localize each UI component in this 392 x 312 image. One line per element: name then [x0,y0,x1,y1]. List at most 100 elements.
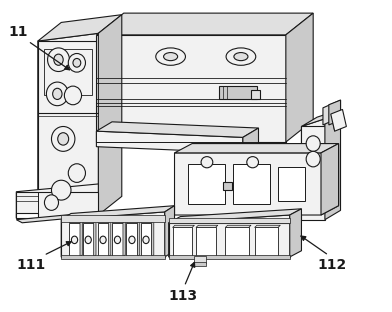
Polygon shape [69,221,82,223]
Ellipse shape [306,136,320,151]
Bar [16,192,98,218]
Polygon shape [127,221,140,223]
Ellipse shape [201,157,213,168]
Ellipse shape [163,52,178,61]
Polygon shape [243,128,258,153]
Ellipse shape [100,236,106,244]
Ellipse shape [306,151,320,167]
Polygon shape [169,215,290,257]
Ellipse shape [53,88,62,100]
Bar [233,164,270,204]
Ellipse shape [71,236,78,244]
Polygon shape [123,221,125,257]
Polygon shape [290,209,301,257]
Polygon shape [94,221,96,257]
Text: 11: 11 [9,25,28,39]
Ellipse shape [58,133,69,145]
Polygon shape [321,144,339,215]
Bar [169,223,290,257]
Polygon shape [141,221,154,223]
Polygon shape [96,13,313,35]
Polygon shape [172,225,194,227]
Bar [220,86,256,99]
Polygon shape [174,144,339,215]
Ellipse shape [247,157,258,168]
Polygon shape [98,221,111,223]
Ellipse shape [68,164,85,183]
Ellipse shape [226,48,256,65]
Ellipse shape [114,236,121,244]
Ellipse shape [85,236,91,244]
Polygon shape [109,221,111,257]
Ellipse shape [129,236,135,244]
Polygon shape [38,15,122,41]
Ellipse shape [46,82,68,106]
Polygon shape [301,110,341,126]
Ellipse shape [68,53,85,72]
Polygon shape [301,119,325,220]
Bar [251,90,260,100]
Polygon shape [165,206,174,257]
Polygon shape [286,13,313,142]
Bar [169,256,290,259]
Polygon shape [112,221,125,223]
Text: 113: 113 [169,289,198,303]
Polygon shape [331,110,347,131]
Polygon shape [61,206,174,220]
Polygon shape [329,100,341,125]
Bar [61,215,165,222]
Polygon shape [138,221,140,257]
Polygon shape [174,144,339,153]
Ellipse shape [234,52,248,61]
Bar [223,183,232,190]
Polygon shape [38,33,98,215]
Bar [112,223,123,257]
Bar [127,223,138,257]
Ellipse shape [51,180,71,200]
Bar [254,227,278,257]
Polygon shape [61,212,165,257]
Bar [194,256,206,263]
Polygon shape [169,209,301,223]
Ellipse shape [64,86,82,105]
Polygon shape [325,110,341,220]
Ellipse shape [156,48,185,65]
Bar [98,223,109,257]
Polygon shape [16,213,38,218]
Bar [44,49,93,95]
Ellipse shape [143,236,149,244]
Bar [38,41,98,215]
Ellipse shape [54,54,63,65]
Ellipse shape [44,195,58,210]
Polygon shape [16,184,98,218]
Bar [278,167,305,201]
Polygon shape [83,221,96,223]
Polygon shape [16,212,104,223]
Bar [301,126,325,220]
Bar [69,223,80,257]
Polygon shape [96,122,258,137]
Bar [96,35,286,142]
Polygon shape [151,221,154,257]
Polygon shape [254,225,280,227]
Bar [194,261,206,266]
Polygon shape [323,100,341,125]
Bar [83,223,94,257]
Polygon shape [225,225,251,227]
Polygon shape [96,131,243,153]
Ellipse shape [51,126,75,151]
Bar [141,223,151,257]
Bar [225,227,249,257]
Text: 111: 111 [16,258,45,272]
Ellipse shape [47,48,69,71]
Bar [61,220,165,257]
Bar [196,227,216,257]
Bar [172,227,192,257]
Polygon shape [98,15,122,215]
Text: 112: 112 [317,258,347,272]
Polygon shape [80,221,82,257]
Bar [61,255,165,259]
Bar [188,164,225,204]
Ellipse shape [73,58,81,67]
Polygon shape [196,225,218,227]
